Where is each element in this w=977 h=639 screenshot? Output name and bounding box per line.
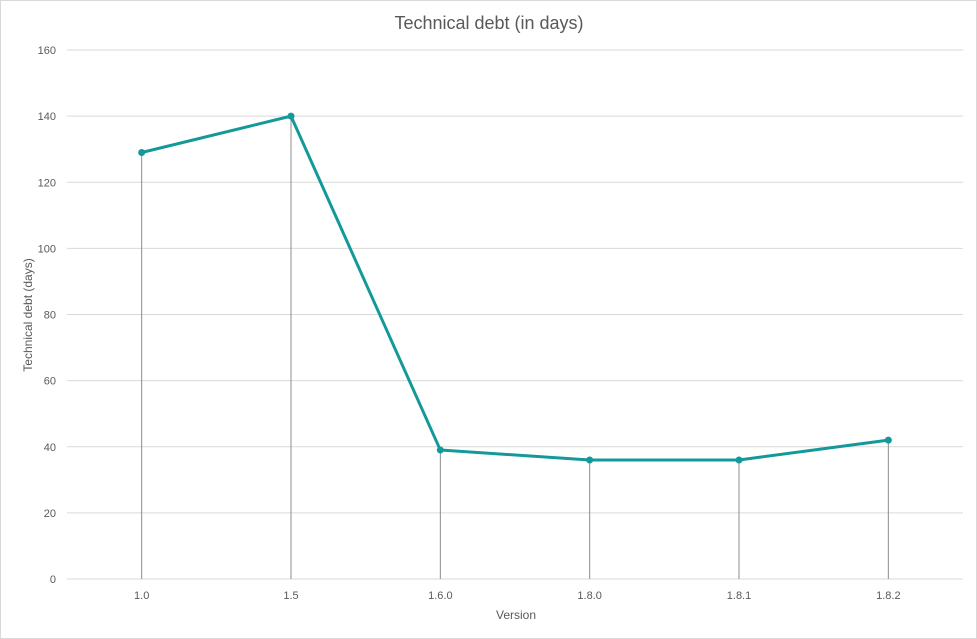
- y-tick-label: 60: [44, 376, 56, 388]
- y-tick-label: 80: [44, 310, 56, 322]
- data-point: [436, 446, 444, 454]
- y-axis-ticks: 0 20 40 60 80 100 120 140 160: [38, 45, 56, 586]
- y-tick-label: 0: [50, 574, 56, 586]
- drop-lines: [141, 116, 889, 579]
- y-axis-title: Technical debt (days): [21, 258, 35, 371]
- y-tick-label: 160: [38, 45, 56, 57]
- x-tick-label: 1.8.1: [727, 590, 751, 602]
- y-tick-label: 100: [38, 243, 56, 255]
- data-point: [735, 456, 743, 464]
- x-tick-label: 1.8.0: [577, 590, 601, 602]
- x-tick-label: 1.0: [134, 590, 149, 602]
- y-tick-label: 40: [44, 442, 56, 454]
- x-tick-label: 1.8.2: [876, 590, 900, 602]
- series-line: [140, 114, 890, 462]
- data-point: [287, 112, 295, 120]
- data-point: [884, 436, 892, 444]
- chart-title: Technical debt (in days): [394, 13, 583, 33]
- y-tick-label: 140: [38, 111, 56, 123]
- y-tick-label: 120: [38, 177, 56, 189]
- x-axis-ticks: 1.0 1.5 1.6.0 1.8.0 1.8.1 1.8.2: [134, 590, 901, 602]
- data-point: [586, 456, 594, 464]
- data-point: [138, 148, 146, 156]
- x-axis-title: Version: [496, 608, 536, 622]
- x-tick-label: 1.6.0: [428, 590, 452, 602]
- x-tick-label: 1.5: [283, 590, 298, 602]
- gridlines: [67, 49, 963, 580]
- series-layer: [138, 112, 892, 464]
- y-tick-label: 20: [44, 508, 56, 520]
